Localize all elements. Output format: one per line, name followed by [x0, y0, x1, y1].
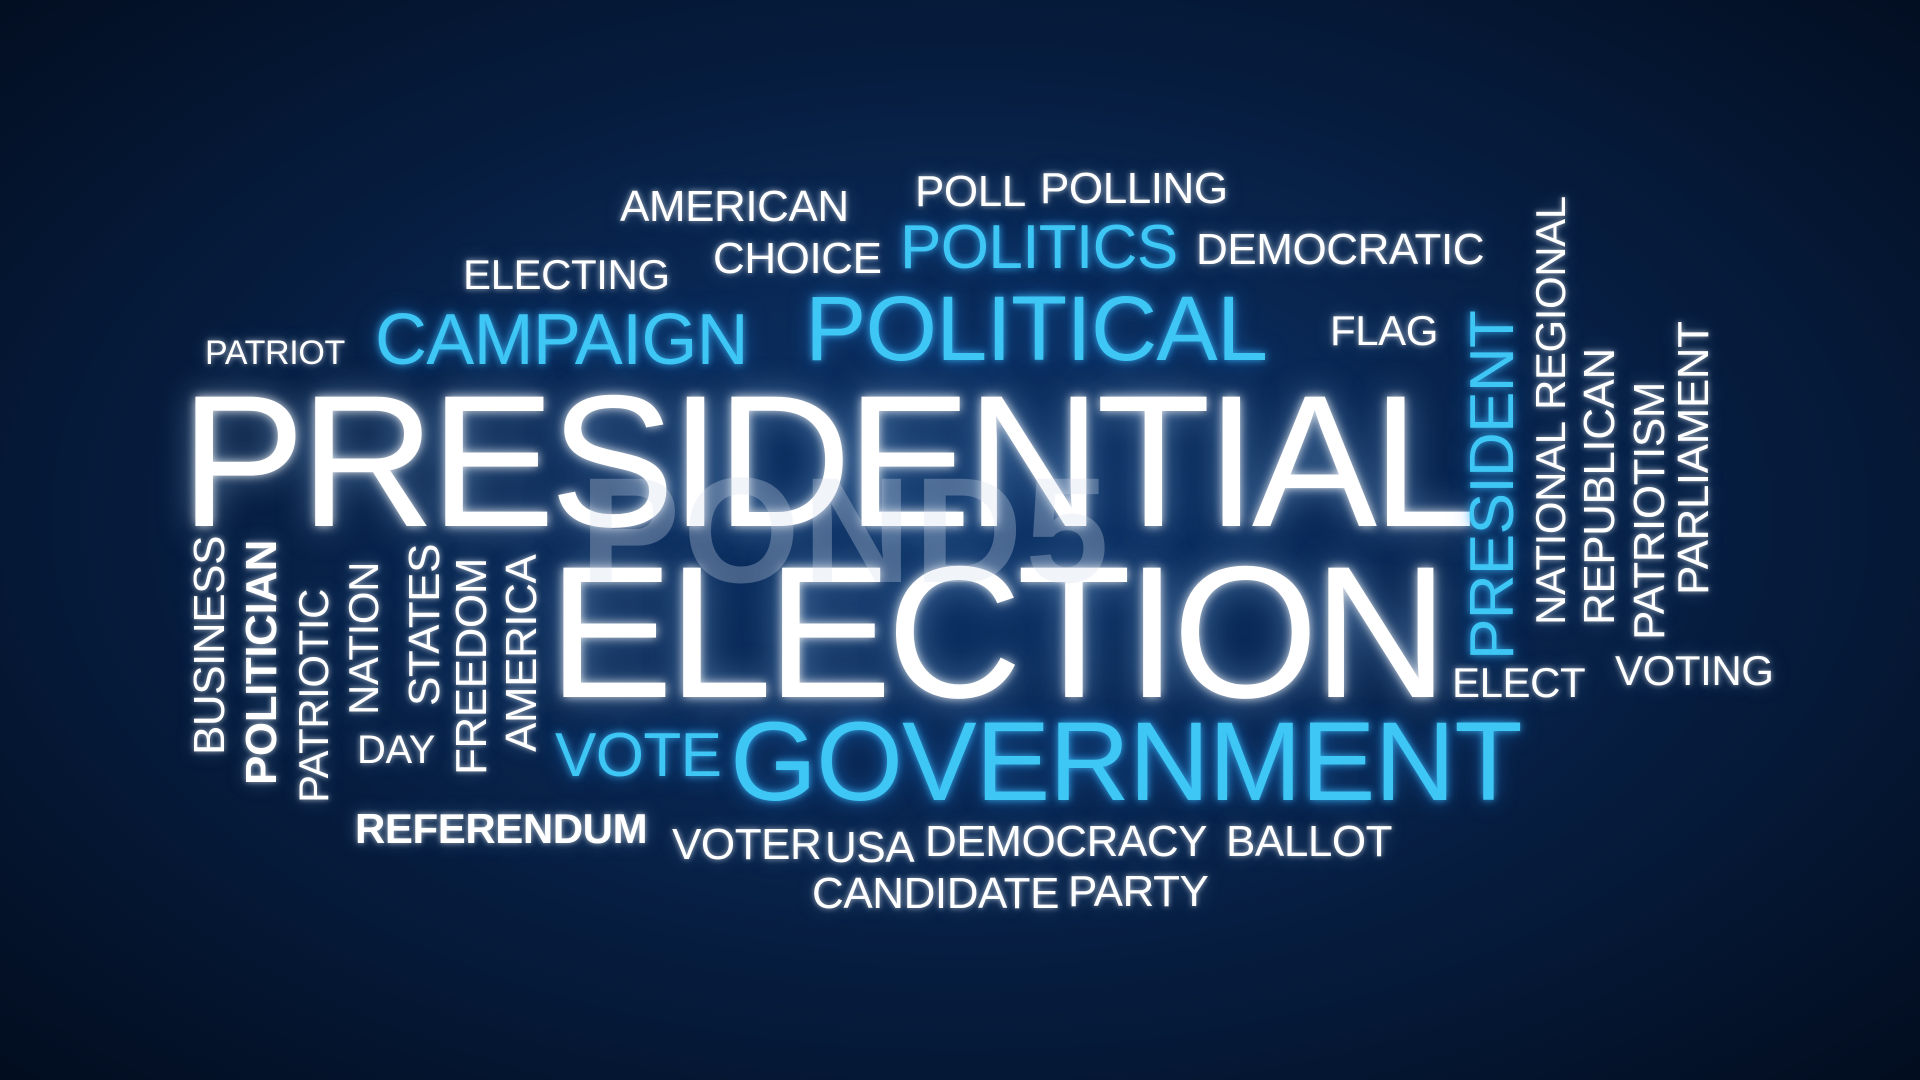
word-patriot: PATRIOT	[205, 334, 345, 372]
word-presidential: PRESIDENTIAL	[180, 356, 1476, 566]
word-regional: REGIONAL	[1527, 196, 1574, 410]
word-candidate: CANDIDATE	[812, 869, 1060, 918]
watermark-text: POND5	[580, 446, 1112, 614]
word-voting: VOTING	[1615, 647, 1774, 694]
word-party: PARTY	[1068, 867, 1209, 916]
word-government: GOVERNMENT	[730, 699, 1523, 824]
word-freedom: FREEDOM	[447, 558, 496, 775]
word-elect: ELECT	[1452, 659, 1586, 706]
word-democratic: DEMOCRATIC	[1196, 225, 1485, 274]
word-voter: VOTER	[672, 820, 822, 869]
word-president: PRESIDENT	[1458, 310, 1527, 660]
word-day: DAY	[357, 728, 436, 772]
word-electing: ELECTING	[463, 251, 670, 298]
word-choice: CHOICE	[713, 234, 882, 283]
word-states: STATES	[400, 544, 449, 706]
word-referendum: REFERENDUM	[355, 805, 648, 852]
word-politics: POLITICS	[900, 213, 1178, 282]
word-ballot: BALLOT	[1226, 817, 1393, 866]
word-politician: POLITICIAN	[237, 540, 286, 785]
word-campaign: CAMPAIGN	[375, 300, 749, 380]
word-flag: FLAG	[1330, 307, 1439, 354]
word-political: POLITICAL	[805, 278, 1268, 380]
word-election: ELECTION	[548, 527, 1449, 737]
word-american: AMERICAN	[620, 182, 849, 231]
word-republican: REPUBLICAN	[1575, 348, 1624, 625]
word-parliament: PARLIAMENT	[1669, 321, 1718, 595]
word-poll: POLL	[915, 167, 1026, 216]
word-polling: POLLING	[1040, 164, 1228, 213]
word-nation: NATION	[340, 561, 387, 715]
word-patriotism: PATRIOTISM	[1625, 382, 1674, 640]
word-business: BUSINESS	[185, 536, 234, 755]
word-vote: VOTE	[555, 721, 722, 790]
word-usa: USA	[825, 823, 915, 872]
word-democracy: DEMOCRACY	[925, 817, 1208, 866]
word-national: NATIONAL	[1527, 421, 1574, 625]
word-america: AMERICA	[497, 554, 546, 752]
word-patriotic: PATRIOTIC	[290, 589, 337, 803]
